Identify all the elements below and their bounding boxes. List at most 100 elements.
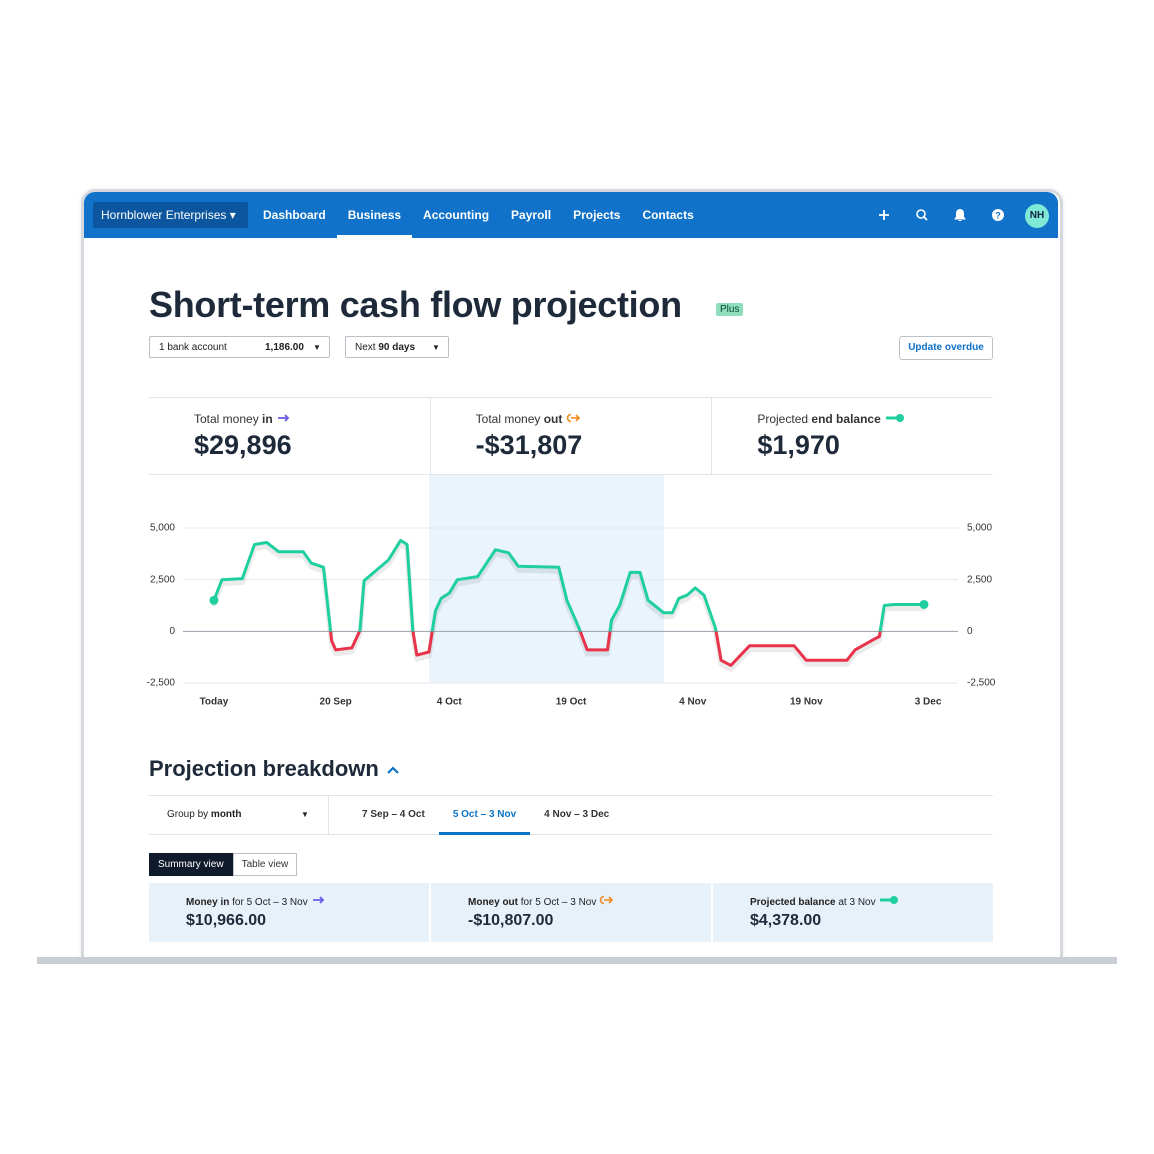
bell-icon[interactable] (954, 209, 966, 221)
nav-icons: ? (879, 209, 1004, 221)
page-title: Short-term cash flow projection (149, 284, 682, 325)
y-tick-label: 5,000 (150, 523, 175, 534)
x-tick-label: 4 Nov (679, 697, 707, 708)
card-suffix: at 3 Nov (838, 897, 876, 908)
card-value: $10,966.00 (186, 912, 267, 929)
card-label-bold: Projected balance (750, 897, 836, 908)
add-icon[interactable] (879, 210, 889, 220)
card-label: Money in for 5 Oct – 3 Nov (186, 895, 327, 908)
end-point (209, 595, 219, 605)
card-balance: Projected balance at 3 Nov $4,378.00 (713, 883, 993, 942)
summary-out: Total money out -$31,807 (431, 398, 713, 474)
card-label: Money out for 5 Oct – 3 Nov (468, 895, 615, 908)
card-suffix: for 5 Oct – 3 Nov (232, 897, 308, 908)
summary-value: $1,970 (757, 430, 840, 460)
nav-item[interactable]: Accounting (423, 208, 490, 222)
x-tick-label: 19 Nov (790, 697, 823, 708)
nav-item[interactable]: Business (336, 192, 413, 238)
period-tabs: 7 Sep – 4 Oct 5 Oct – 3 Nov 4 Nov – 3 Dec (348, 796, 623, 835)
y-tick-label: 2,500 (150, 574, 175, 585)
card-label: Projected balance at 3 Nov (750, 895, 900, 908)
label-text: Total money (475, 412, 541, 426)
y-tick-label-right: 0 (967, 626, 973, 637)
nav-items: Dashboard Business Accounting Payroll Projec… (252, 192, 705, 238)
x-tick-label: 4 Oct (437, 697, 463, 708)
summary-row: Total money in $29,896 Total money out -… (149, 397, 993, 475)
section-title-text: Projection breakdown (149, 756, 379, 781)
period-tab[interactable]: 4 Nov – 3 Dec (544, 809, 610, 820)
cash-flow-chart: 5,000 5,000 2,500 2,500 0 0 -2,500 -2,500 Today 2… (147, 475, 996, 708)
group-prefix: Group by (167, 809, 209, 820)
nav-item[interactable]: Dashboard (263, 208, 326, 222)
svg-text:?: ? (995, 211, 1001, 221)
card-label-bold: Money out (468, 897, 518, 908)
x-tick-label: Today (200, 697, 229, 708)
summary-value: -$31,807 (475, 430, 583, 460)
account-balance: 1,186.00 (265, 342, 304, 353)
summary-value: $29,896 (194, 430, 292, 460)
nav-item[interactable]: Payroll (511, 208, 552, 222)
nav-item[interactable]: Projects (573, 208, 621, 222)
x-tick-label: 3 Dec (915, 697, 942, 708)
breakdown-cards: Money in for 5 Oct – 3 Nov $10,966.00 Mo… (149, 883, 993, 942)
period-tab[interactable]: 7 Sep – 4 Oct (362, 809, 425, 820)
view-button[interactable]: Summary view (149, 853, 233, 876)
card-suffix: for 5 Oct – 3 Nov (520, 897, 597, 908)
card-value: -$10,807.00 (468, 912, 554, 929)
summary-in: Total money in $29,896 (149, 398, 431, 474)
account-select[interactable]: 1 bank account 1,186.00 ▼ (149, 336, 330, 358)
summary-label: Total money in (194, 412, 292, 426)
line-shadow (211, 541, 927, 672)
help-icon[interactable]: ? (992, 209, 1004, 221)
label-text: Projected (757, 412, 809, 426)
search-icon[interactable] (916, 209, 928, 221)
avatar[interactable]: NH (1025, 204, 1049, 228)
cash-line (212, 538, 926, 667)
period-tab[interactable]: 5 Oct – 3 Nov (438, 796, 531, 835)
collapse-icon[interactable] (385, 764, 401, 776)
section-title: Projection breakdown (149, 756, 401, 782)
in-icon (312, 896, 324, 904)
summary-balance: Projected end balance $1,970 (712, 398, 993, 474)
period-prefix: Next (355, 342, 376, 353)
top-nav: Hornblower Enterprises ▾ Dashboard Busine… (84, 192, 1058, 238)
dropdown-arrow: ▼ (432, 343, 440, 352)
update-overdue-button[interactable]: Update overdue (899, 336, 993, 360)
card-value: $4,378.00 (750, 912, 822, 929)
view-toggle: Summary view Table view (149, 853, 298, 876)
org-switcher[interactable]: Hornblower Enterprises ▾ (93, 202, 248, 228)
view-button[interactable]: Table view (232, 853, 298, 876)
period-value: 90 days (378, 342, 416, 353)
in-icon (278, 414, 290, 422)
card-in: Money in for 5 Oct – 3 Nov $10,966.00 (149, 883, 429, 942)
y-tick-label-right: -2,500 (967, 678, 996, 689)
divider (328, 796, 329, 834)
card-label-bold: Money in (186, 897, 230, 908)
nav-item[interactable]: Contacts (642, 208, 694, 222)
x-tick-label: 20 Sep (320, 697, 352, 708)
balance-icon (886, 414, 905, 422)
card-out: Money out for 5 Oct – 3 Nov -$10,807.00 (431, 883, 711, 942)
org-name: Hornblower Enterprises (101, 208, 227, 222)
breakdown-controls: Group by month ▼ 7 Sep – 4 Oct 5 Oct – 3 N… (149, 795, 993, 835)
y-tick-label: -2,500 (147, 678, 176, 689)
group-value: month (210, 809, 242, 820)
laptop-base (37, 957, 1117, 964)
end-point (919, 599, 929, 609)
summary-label: Projected end balance (757, 412, 906, 426)
x-tick-label: 19 Oct (556, 697, 587, 708)
period-select[interactable]: Next 90 days ▼ (345, 336, 449, 358)
dropdown-arrow: ▼ (301, 810, 309, 819)
dropdown-arrow: ▼ (313, 343, 321, 352)
y-tick-label-right: 5,000 (967, 523, 992, 534)
group-select[interactable]: Group by month ▼ (167, 796, 309, 834)
out-icon (599, 895, 614, 905)
y-tick-label: 0 (169, 626, 175, 637)
balance-icon (880, 896, 899, 904)
summary-label: Total money out (476, 412, 582, 426)
label-bold: end balance (811, 412, 881, 426)
plan-badge: Plus (716, 303, 744, 316)
label-text: Total money (194, 412, 259, 426)
out-icon (566, 413, 580, 423)
